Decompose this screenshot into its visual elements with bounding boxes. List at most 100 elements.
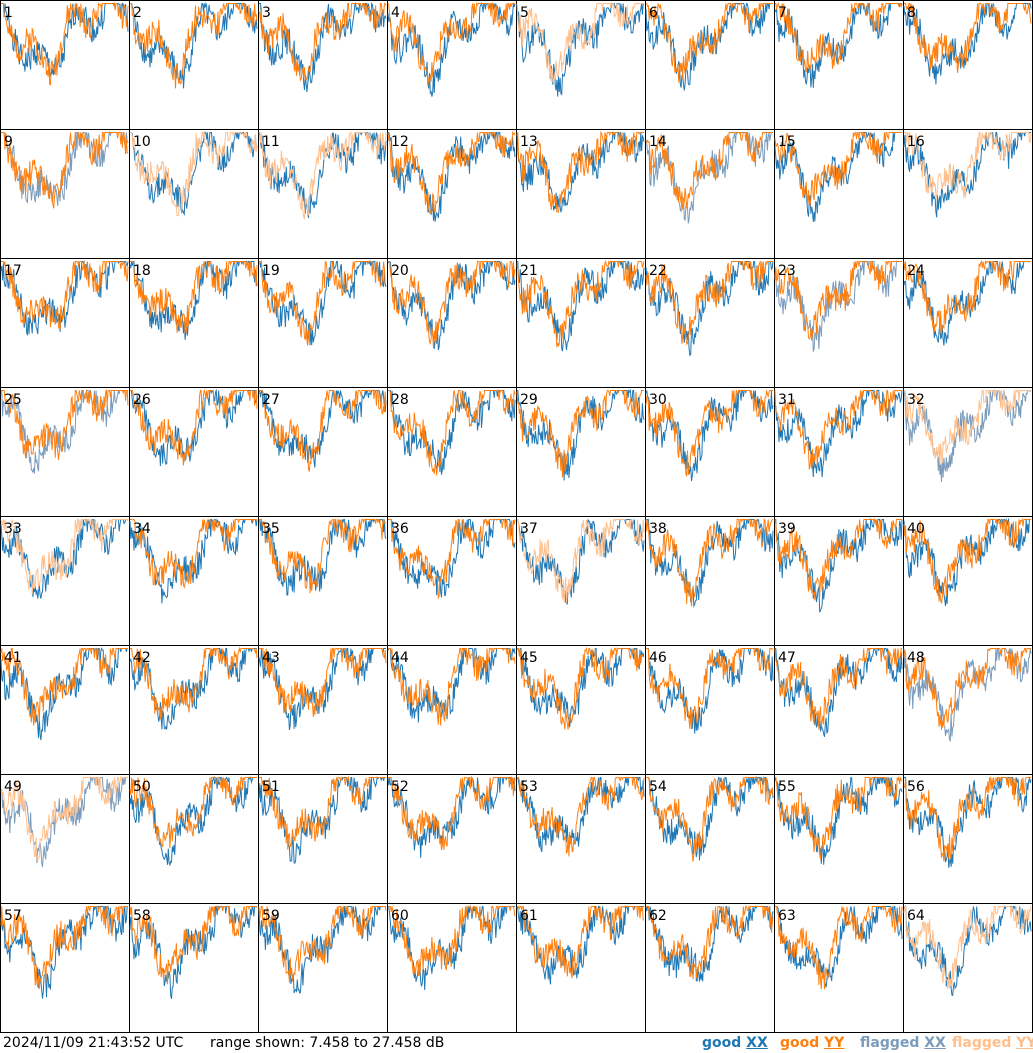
panel-label: 34 [133,521,151,537]
panel-label: 50 [133,779,151,795]
spectrum-yy-good [517,777,645,857]
antenna-panel: 33 [0,516,130,646]
panel-label: 44 [391,650,409,666]
antenna-panel: 16 [903,129,1033,259]
spectrum-xx-good [129,260,258,340]
spectrum-yy-good [258,906,387,983]
antenna-panel: 23 [774,258,904,388]
antenna-panel: 27 [258,387,388,517]
antenna-panel: 54 [645,774,775,904]
spectrum-yy-good [388,905,516,977]
antenna-panel: 3 [258,0,388,130]
panel-label: 10 [133,134,151,150]
antenna-panel: 19 [258,258,388,388]
legend-good-xx-pol: XX [746,1035,768,1051]
antenna-panel: 28 [387,387,517,517]
spectrum-xx-good [388,131,516,222]
spectrum-yy-good [516,259,645,348]
antenna-panel: 49 [0,774,130,904]
panel-label: 7 [778,5,787,21]
panel-frame [0,129,130,259]
antenna-panel: 57 [0,903,130,1033]
antenna-panel: 15 [774,129,904,259]
spectrum-xx-good [388,518,516,598]
panel-label: 24 [907,263,925,279]
panel-frame [774,903,904,1033]
antenna-panel: 13 [516,129,646,259]
panel-label: 30 [649,392,667,408]
antenna-panel: 52 [387,774,517,904]
spectrum-xx-good [0,260,129,336]
antenna-panel: 40 [903,516,1033,646]
antenna-panel: 46 [645,645,775,775]
panel-label: 53 [520,779,538,795]
legend-good-xx: good XX [702,1035,768,1051]
panel-label: 27 [262,392,280,408]
panel-frame [903,516,1033,646]
antenna-panel: 48 [903,645,1033,775]
spectrum-yy-good [646,2,773,83]
spectrum-yy-flagged [130,132,258,217]
spectrum-xx-good [258,390,387,468]
spectrum-yy-good [259,260,387,346]
panel-label: 49 [4,779,22,795]
panel-frame [258,774,388,904]
panel-label: 62 [649,908,667,924]
panel-frame [258,516,388,646]
panel-label: 61 [520,908,538,924]
panel-label: 13 [520,134,538,150]
antenna-panel: 64 [903,903,1033,1033]
panel-frame [129,0,259,130]
spectrum-yy-good [516,130,644,214]
antenna-panel: 21 [516,258,646,388]
legend-flagged-xx-prefix: flagged [860,1035,920,1051]
spectrum-yy-flagged [0,775,128,863]
spectrum-yy-good [388,647,516,726]
spectrum-yy-flagged [0,517,128,594]
spectrum-xx-good [129,775,257,867]
panel-frame [387,774,517,904]
antenna-panel: 41 [0,645,130,775]
spectrum-yy-good [1,261,129,330]
antenna-panel: 20 [387,258,517,388]
spectrum-xx-good [388,388,516,475]
spectrum-yy-good [903,776,1031,862]
spectrum-yy-good [259,517,387,594]
spectrum-yy-good [774,131,902,207]
panel-label: 52 [391,779,409,795]
spectrum-yy-good [774,648,902,730]
antenna-panel: 50 [129,774,259,904]
spectrum-yy-good [259,390,387,472]
panel-label: 64 [907,908,925,924]
antenna-panel: 60 [387,903,517,1033]
panel-label: 3 [262,5,271,21]
antenna-panel: 5 [516,0,646,130]
antenna-panel: 51 [258,774,388,904]
antenna-panel: 2 [129,0,259,130]
panel-label: 54 [649,779,667,795]
antenna-panel: 34 [129,516,259,646]
panel-label: 41 [4,650,22,666]
antenna-panel: 11 [258,129,388,259]
spectrum-yy-good [774,260,902,341]
spectrum-yy-good [387,1,515,87]
spectrum-yy-flagged [903,906,1032,990]
antenna-panel: 58 [129,903,259,1033]
antenna-panel: 9 [0,129,130,259]
panel-label: 60 [391,908,409,924]
antenna-panel: 47 [774,645,904,775]
antenna-panel: 8 [903,0,1033,130]
panel-label: 11 [262,134,280,150]
panel-label: 31 [778,392,796,408]
spectrum-yy-good [517,906,645,979]
spectrum-yy-good [775,905,903,990]
legend-good-yy: good YY [780,1035,844,1051]
spectrum-xx-flagged [1,130,129,206]
antenna-panel: 45 [516,645,646,775]
panel-frame [903,0,1033,130]
spectrum-yy-good [904,3,1032,73]
spectrum-xx-good [259,259,387,346]
antenna-panel: 10 [129,129,259,259]
spectrum-yy-flagged [517,519,645,603]
